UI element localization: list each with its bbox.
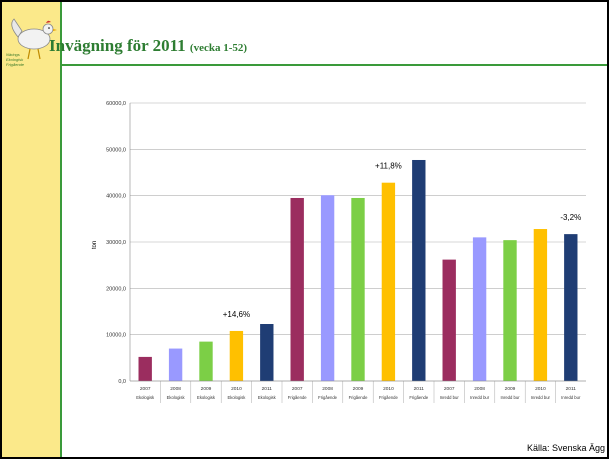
bar	[290, 197, 304, 381]
sidebar-divider	[60, 2, 62, 457]
bar	[503, 240, 517, 381]
sidebar	[2, 2, 60, 457]
x-tick-year: 2010	[231, 386, 242, 392]
title-subtitle: (vecka 1-52)	[189, 42, 248, 54]
x-tick-year: 2009	[505, 386, 516, 392]
logo-line: Närings	[6, 52, 20, 57]
x-tick-labels: 2007 Ekologisk 2008 Ekologisk 2009 Ekologisk 2…	[130, 380, 586, 403]
annotation-label: -3,2%	[560, 213, 581, 222]
x-tick-year: 2009	[353, 386, 364, 392]
x-tick-year: 2011	[566, 386, 577, 392]
annotation-label: +14,6%	[223, 310, 250, 319]
bars	[138, 159, 578, 381]
x-tick-year: 2007	[292, 386, 303, 392]
x-tick-group: Inredd bur	[470, 395, 490, 400]
x-tick-group: Frigående	[409, 395, 429, 400]
x-tick-group: Ekologisk	[227, 395, 246, 400]
y-tick-label: 40000,0	[106, 194, 126, 200]
y-tick-label: 0,0	[118, 379, 126, 385]
y-axis-label: ton	[92, 241, 98, 249]
x-tick-year: 2007	[140, 386, 151, 392]
y-tick-labels: 0,0 10000,0 20000,0 30000,0 40000,0 50000,0 60…	[106, 101, 126, 385]
y-tick-label: 30000,0	[106, 240, 126, 246]
hen-logo-icon	[11, 18, 57, 60]
x-tick-year: 2010	[383, 386, 394, 392]
x-tick-year: 2008	[474, 386, 485, 392]
x-tick-group: Frigående	[318, 395, 338, 400]
bar	[412, 159, 426, 381]
bar	[320, 195, 335, 381]
bar	[138, 356, 152, 381]
x-tick-group: Frigående	[288, 395, 308, 400]
bar	[229, 330, 244, 381]
bar	[260, 324, 274, 381]
x-tick-group: Frigående	[379, 395, 399, 400]
logo-line: Frigående	[6, 62, 25, 67]
x-tick-year: 2010	[535, 386, 546, 392]
source-note: Källa: Svenska Ägg	[526, 443, 605, 453]
x-tick-group: Frigående	[349, 395, 369, 400]
logo-line: Ekologisk	[6, 57, 24, 62]
x-tick-group: Inredd bur	[500, 395, 520, 400]
title-main: Invägning för 2011	[49, 36, 186, 55]
bar	[442, 259, 456, 381]
y-tick-label: 60000,0	[106, 101, 126, 107]
x-tick-group: Inredd bur	[561, 395, 581, 400]
x-tick-group: Ekologisk	[258, 395, 277, 400]
bar	[351, 197, 365, 381]
x-tick-group: Ekologisk	[136, 395, 155, 400]
x-tick-group: Ekologisk	[167, 395, 186, 400]
x-tick-group: Inredd bur	[440, 395, 460, 400]
x-tick-year: 2011	[262, 386, 273, 392]
x-tick-group: Inredd bur	[531, 395, 551, 400]
annotation-label: +11,8%	[375, 162, 402, 171]
annotations: +14,6% +11,8% -3,2%	[223, 162, 582, 319]
x-tick-year: 2008	[170, 386, 181, 392]
x-tick-year: 2009	[201, 386, 212, 392]
bar	[199, 341, 213, 381]
x-tick-year: 2008	[322, 386, 333, 392]
bar	[168, 348, 183, 381]
y-tick-label: 50000,0	[106, 147, 126, 153]
x-tick-year: 2007	[444, 386, 455, 392]
logo-text: Närings Ekologisk Frigående	[6, 52, 60, 67]
y-tick-label: 20000,0	[106, 286, 126, 292]
x-tick-year: 2011	[414, 386, 425, 392]
y-tick-label: 10000,0	[106, 333, 126, 339]
bar	[564, 234, 578, 381]
bar	[533, 229, 548, 381]
slide-title: Invägning för 2011 (vecka 1-52)	[49, 36, 247, 56]
bar	[472, 237, 487, 381]
x-tick-group: Ekologisk	[197, 395, 216, 400]
header-divider	[60, 64, 607, 66]
bar	[381, 182, 396, 381]
